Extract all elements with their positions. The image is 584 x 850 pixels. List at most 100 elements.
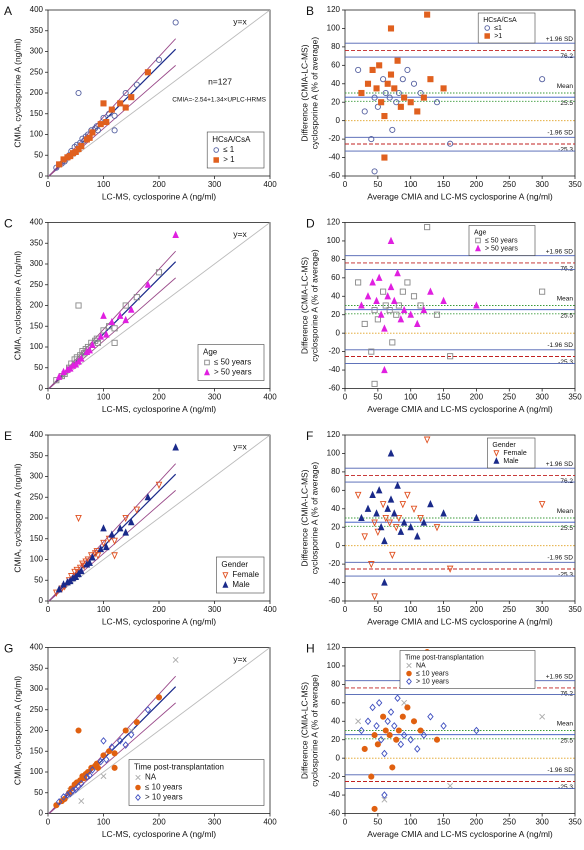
y-tick-label: 250 <box>30 705 44 714</box>
reference-label: Mean <box>557 295 574 302</box>
x-tick-label: 0 <box>343 818 348 827</box>
point <box>89 766 96 774</box>
point <box>382 302 389 309</box>
point <box>417 514 424 523</box>
point <box>111 325 118 332</box>
point <box>371 805 378 812</box>
legend-label: ≤ 1 <box>223 145 235 154</box>
y-axis-label: CMIA, cyclosporine A (ng/ml) <box>12 676 22 785</box>
point <box>103 755 110 764</box>
point <box>79 348 86 355</box>
y-tick-label: 300 <box>30 47 44 56</box>
point <box>128 94 135 101</box>
point <box>386 519 393 527</box>
point <box>394 694 401 703</box>
point <box>399 713 406 720</box>
point <box>108 743 116 751</box>
y-tick-label: 100 <box>30 555 44 564</box>
point <box>364 504 372 512</box>
reference-value: 25.5 <box>560 525 573 532</box>
reference-label: +1.96 SD <box>546 249 574 256</box>
point <box>377 735 385 744</box>
point <box>75 514 82 523</box>
x-axis-label: Average CMIA and LC-MS cyclosporine A (n… <box>367 829 553 839</box>
legend-label: > 10 years <box>145 793 183 802</box>
legend-label: ≤ 10 years <box>145 783 182 792</box>
y-tick-label: 40 <box>331 504 340 513</box>
point <box>97 757 104 766</box>
point <box>117 100 124 107</box>
point <box>122 741 129 749</box>
point <box>539 76 546 83</box>
legend-marker <box>204 359 210 366</box>
reference-value: 25.5 <box>560 737 573 744</box>
point <box>144 493 152 501</box>
x-tick-label: 350 <box>568 393 582 402</box>
point <box>172 657 179 663</box>
point <box>83 773 91 781</box>
point <box>427 76 434 83</box>
y-axis-label: cyclosporine A (% of average) <box>309 37 319 150</box>
point <box>361 533 369 541</box>
x-tick-label: 100 <box>97 180 111 189</box>
point <box>144 69 151 76</box>
annotation: y=x <box>233 229 247 239</box>
y-tick-label: 350 <box>30 663 44 672</box>
point <box>128 730 135 739</box>
y-tick-label: 200 <box>30 513 44 522</box>
y-axis-label: Difference (CMIA-LC-MS) <box>299 257 309 354</box>
point <box>127 517 135 526</box>
y-tick-label: 40 <box>331 716 340 725</box>
point <box>133 294 140 301</box>
point <box>410 293 418 300</box>
point <box>394 57 401 64</box>
legend-label: Female <box>503 450 526 457</box>
point <box>440 509 447 517</box>
point <box>440 296 447 304</box>
point <box>371 593 378 601</box>
point <box>386 94 393 101</box>
point <box>367 561 375 569</box>
legend-marker <box>222 581 229 588</box>
point <box>393 736 400 743</box>
x-tick-label: 100 <box>97 393 111 402</box>
y-tick-label: 200 <box>30 301 44 310</box>
y-tick-label: 100 <box>30 130 44 139</box>
point <box>86 771 93 780</box>
x-tick-label: 300 <box>535 180 549 189</box>
y-tick-label: 60 <box>331 60 340 69</box>
y-tick-label: 40 <box>331 291 340 300</box>
reference-label: Mean <box>557 508 574 515</box>
y-tick-label: 20 <box>331 735 340 744</box>
reference-label: -1.96 SD <box>547 767 573 774</box>
point <box>89 553 96 561</box>
x-tick-label: 350 <box>568 605 582 614</box>
point <box>401 94 408 101</box>
point <box>78 779 85 788</box>
point <box>155 56 163 63</box>
point <box>407 735 414 744</box>
x-tick-label: 200 <box>470 818 484 827</box>
point <box>381 154 388 161</box>
legend-label: > 50 years <box>485 245 518 252</box>
reference-label: Mean <box>557 720 574 727</box>
legend-marker <box>484 25 490 31</box>
reference-label: +1.96 SD <box>546 461 574 468</box>
legend-title: Gender <box>221 560 248 569</box>
point <box>116 737 124 745</box>
x-axis-label: LC-MS, cyclosporine A (ng/ml) <box>102 404 216 414</box>
point <box>387 282 395 291</box>
point <box>100 752 107 759</box>
point <box>373 509 380 517</box>
y-tick-label: 300 <box>30 259 44 268</box>
y-tick-label: 0 <box>39 809 44 818</box>
point <box>381 578 388 586</box>
y-tick-label: 50 <box>34 575 43 584</box>
y-tick-label: -20 <box>328 772 340 781</box>
point <box>53 589 60 597</box>
reference-label: Mean <box>557 83 574 90</box>
point <box>89 129 96 136</box>
point <box>393 99 400 106</box>
point <box>395 89 402 97</box>
reference-label: +1.96 SD <box>546 674 574 681</box>
